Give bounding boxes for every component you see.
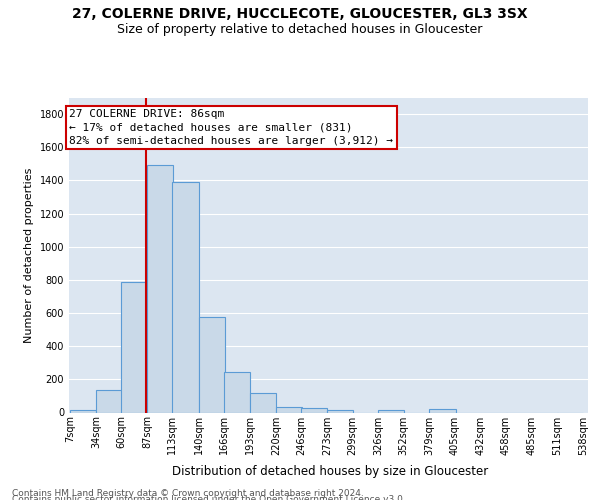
Y-axis label: Number of detached properties: Number of detached properties: [24, 168, 34, 342]
Bar: [121, 282, 147, 412]
Bar: [96, 390, 122, 412]
Text: 27, COLERNE DRIVE, HUCCLECOTE, GLOUCESTER, GL3 3SX: 27, COLERNE DRIVE, HUCCLECOTE, GLOUCESTE…: [72, 8, 528, 22]
Text: 27 COLERNE DRIVE: 86sqm
← 17% of detached houses are smaller (831)
82% of semi-d: 27 COLERNE DRIVE: 86sqm ← 17% of detache…: [70, 109, 394, 146]
Bar: [301, 408, 327, 412]
Text: Contains public sector information licensed under the Open Government Licence v3: Contains public sector information licen…: [12, 495, 406, 500]
Bar: [378, 410, 404, 412]
Bar: [172, 182, 199, 412]
Text: Contains HM Land Registry data © Crown copyright and database right 2024.: Contains HM Land Registry data © Crown c…: [12, 488, 364, 498]
Bar: [224, 372, 250, 412]
Bar: [430, 409, 455, 412]
Bar: [147, 166, 173, 412]
Bar: [199, 317, 224, 412]
Bar: [276, 406, 302, 412]
Bar: [250, 394, 276, 412]
Bar: [70, 410, 96, 412]
Text: Size of property relative to detached houses in Gloucester: Size of property relative to detached ho…: [118, 22, 482, 36]
Text: Distribution of detached houses by size in Gloucester: Distribution of detached houses by size …: [172, 464, 488, 477]
Bar: [327, 410, 353, 412]
